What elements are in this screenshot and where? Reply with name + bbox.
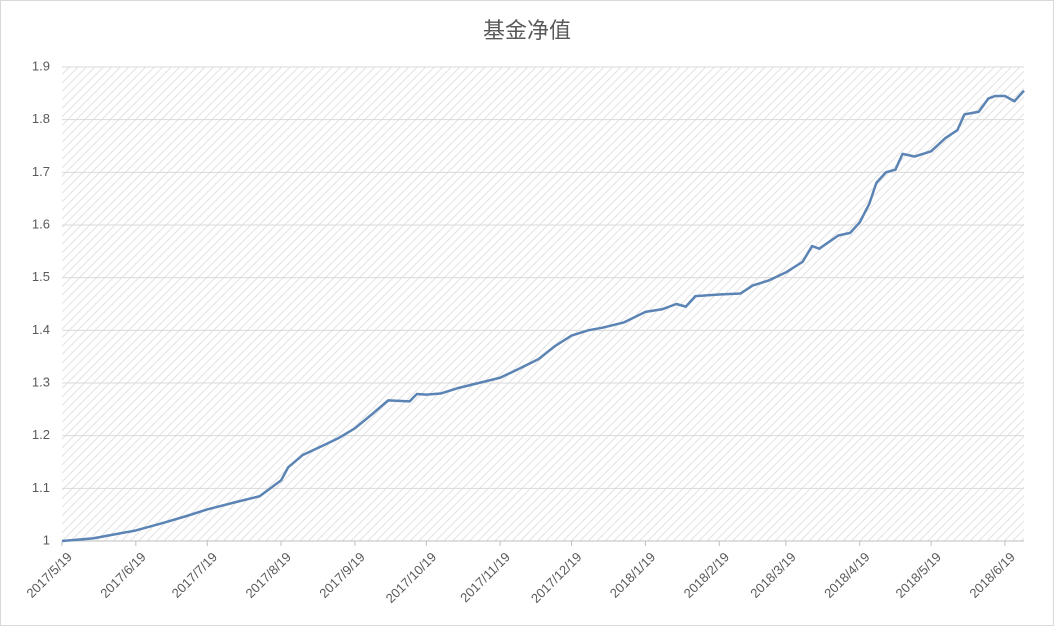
- y-tick-label: 1.3: [32, 374, 50, 389]
- y-tick-label: 1.5: [32, 269, 50, 284]
- y-tick-label: 1.9: [32, 58, 50, 73]
- y-tick-label: 1: [43, 532, 50, 547]
- y-tick-label: 1.4: [32, 322, 50, 337]
- y-tick-label: 1.2: [32, 427, 50, 442]
- y-tick-label: 1.7: [32, 164, 50, 179]
- y-tick-label: 1.8: [32, 111, 50, 126]
- plot-area: [62, 67, 1024, 541]
- data-line: [61, 89, 1025, 543]
- y-tick-label: 1.6: [32, 216, 50, 231]
- y-tick-label: 1.1: [32, 480, 50, 495]
- chart-title: 基金净值: [483, 18, 571, 43]
